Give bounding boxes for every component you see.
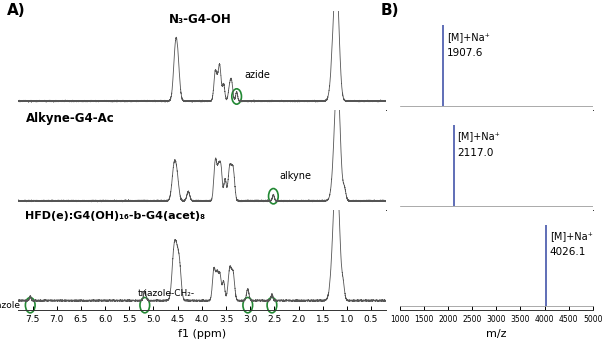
- Text: N₃-G4-OH: N₃-G4-OH: [169, 13, 232, 26]
- Text: triazole-CH₂-: triazole-CH₂-: [137, 289, 195, 298]
- X-axis label: m/z: m/z: [486, 329, 506, 339]
- Text: [M]+Na⁺: [M]+Na⁺: [447, 32, 490, 42]
- X-axis label: f1 (ppm): f1 (ppm): [178, 329, 226, 339]
- Text: B): B): [380, 2, 399, 18]
- Text: 4026.1: 4026.1: [550, 247, 586, 257]
- Text: 1907.6: 1907.6: [447, 48, 483, 58]
- Text: azide: azide: [244, 70, 270, 80]
- Text: alkyne: alkyne: [279, 171, 311, 181]
- Text: 2117.0: 2117.0: [457, 148, 494, 158]
- Text: A): A): [7, 2, 26, 18]
- Text: [M]+Na⁺: [M]+Na⁺: [550, 231, 592, 241]
- Text: HFD(e):G4(OH)₁₆-b-G4(acet)₈: HFD(e):G4(OH)₁₆-b-G4(acet)₈: [25, 211, 206, 221]
- Text: triazole: triazole: [0, 301, 21, 310]
- Text: [M]+Na⁺: [M]+Na⁺: [457, 132, 500, 142]
- Text: Alkyne-G4-Ac: Alkyne-G4-Ac: [25, 112, 114, 125]
